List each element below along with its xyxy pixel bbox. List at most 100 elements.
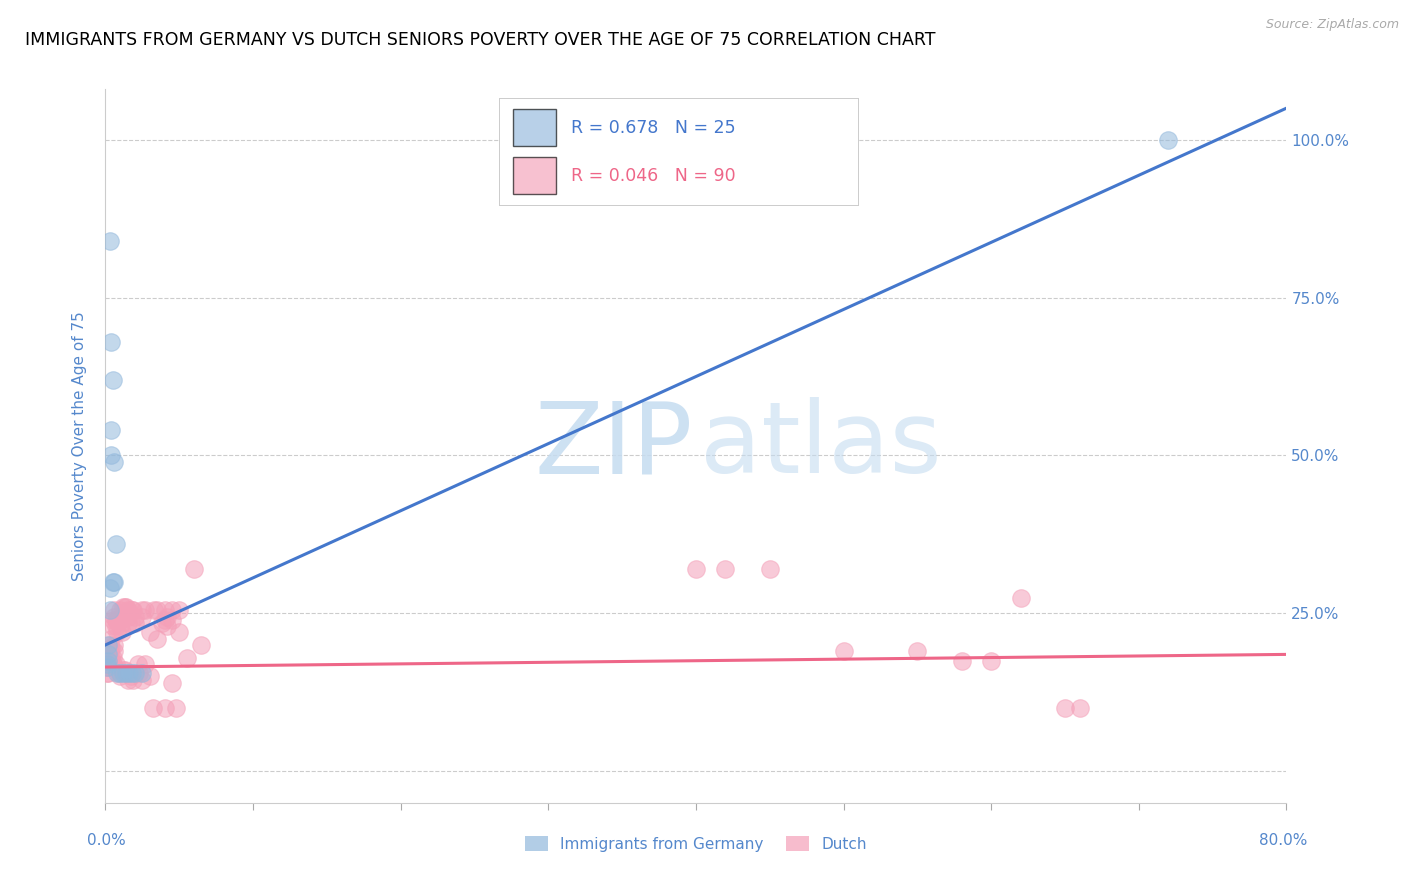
- Point: [124, 666, 146, 681]
- Point: [111, 625, 134, 640]
- Point: [97, 638, 120, 652]
- Point: [97, 648, 120, 662]
- Point: [153, 603, 176, 617]
- Point: [114, 663, 136, 677]
- Point: [121, 603, 143, 617]
- Point: [120, 669, 142, 683]
- Point: [98, 581, 121, 595]
- Point: [122, 603, 145, 617]
- Text: 80.0%: 80.0%: [1260, 833, 1308, 847]
- Point: [97, 648, 120, 662]
- Point: [98, 644, 121, 658]
- Point: [153, 613, 176, 627]
- Point: [100, 657, 122, 671]
- Point: [150, 615, 173, 630]
- Point: [114, 600, 136, 615]
- Point: [146, 632, 169, 646]
- Point: [117, 603, 139, 617]
- Text: Source: ZipAtlas.com: Source: ZipAtlas.com: [1265, 18, 1399, 31]
- Point: [714, 562, 737, 576]
- Point: [110, 669, 132, 683]
- Point: [96, 660, 118, 674]
- Point: [98, 603, 121, 617]
- Point: [121, 666, 143, 681]
- Point: [169, 603, 191, 617]
- Point: [104, 619, 127, 633]
- Point: [131, 673, 153, 687]
- Point: [156, 609, 179, 624]
- Point: [100, 632, 122, 646]
- Point: [1157, 133, 1180, 147]
- Point: [160, 603, 183, 617]
- Point: [105, 625, 128, 640]
- Point: [134, 657, 156, 671]
- Point: [153, 701, 176, 715]
- Point: [110, 613, 132, 627]
- Point: [160, 613, 183, 627]
- Point: [96, 654, 118, 668]
- Point: [103, 603, 125, 617]
- Point: [103, 609, 125, 624]
- Point: [138, 669, 162, 683]
- Y-axis label: Seniors Poverty Over the Age of 75: Seniors Poverty Over the Age of 75: [72, 311, 87, 581]
- Point: [131, 666, 153, 681]
- Point: [120, 615, 142, 630]
- Point: [115, 666, 138, 681]
- Point: [110, 603, 132, 617]
- Point: [118, 666, 141, 681]
- Point: [104, 613, 127, 627]
- Point: [134, 603, 156, 617]
- Point: [115, 600, 138, 615]
- Point: [96, 666, 118, 681]
- Legend: Immigrants from Germany, Dutch: Immigrants from Germany, Dutch: [517, 828, 875, 859]
- Text: ZIP: ZIP: [534, 398, 692, 494]
- Point: [100, 641, 122, 656]
- Point: [98, 660, 121, 674]
- Point: [165, 701, 187, 715]
- Point: [100, 334, 122, 349]
- Point: [110, 619, 132, 633]
- Point: [143, 603, 166, 617]
- Point: [98, 638, 121, 652]
- Point: [905, 644, 928, 658]
- Point: [97, 654, 120, 668]
- Text: R = 0.678   N = 25: R = 0.678 N = 25: [571, 119, 735, 136]
- Point: [104, 657, 127, 671]
- Point: [107, 666, 129, 681]
- Point: [103, 638, 125, 652]
- Point: [117, 615, 139, 630]
- Text: 0.0%: 0.0%: [87, 833, 127, 847]
- Point: [1069, 701, 1091, 715]
- Point: [96, 660, 118, 674]
- Point: [104, 537, 127, 551]
- Point: [101, 650, 124, 665]
- Point: [105, 663, 128, 677]
- Point: [97, 660, 120, 674]
- Point: [98, 654, 121, 668]
- Point: [122, 673, 145, 687]
- Point: [105, 666, 128, 681]
- Point: [685, 562, 707, 576]
- Point: [101, 613, 124, 627]
- Point: [160, 675, 183, 690]
- Point: [832, 644, 855, 658]
- Point: [169, 625, 191, 640]
- Point: [110, 666, 132, 681]
- Point: [183, 562, 205, 576]
- Point: [142, 701, 165, 715]
- Point: [124, 609, 146, 624]
- Point: [127, 657, 149, 671]
- Point: [1010, 591, 1032, 605]
- Point: [118, 666, 141, 681]
- Point: [112, 663, 135, 677]
- Point: [105, 613, 128, 627]
- Point: [131, 609, 153, 624]
- Point: [131, 603, 153, 617]
- Text: IMMIGRANTS FROM GERMANY VS DUTCH SENIORS POVERTY OVER THE AGE OF 75 CORRELATION : IMMIGRANTS FROM GERMANY VS DUTCH SENIORS…: [25, 31, 936, 49]
- Point: [103, 455, 125, 469]
- Point: [101, 373, 124, 387]
- Point: [100, 423, 122, 437]
- Point: [103, 574, 125, 589]
- Point: [124, 615, 146, 630]
- Point: [100, 650, 122, 665]
